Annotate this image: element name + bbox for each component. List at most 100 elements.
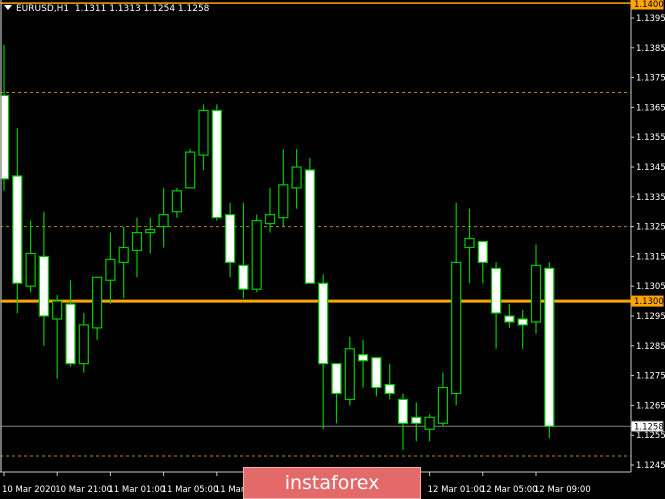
price-tick-label: 1.1365 (636, 103, 665, 113)
price-level-label: 1.1300 (634, 297, 664, 307)
price-tick-label: 1.1295 (636, 312, 665, 322)
candle (344, 336, 355, 406)
candle (145, 217, 156, 254)
bull-candle-body (278, 184, 289, 219)
bull-candle-body (437, 386, 448, 424)
price-tick-label: 1.1245 (636, 461, 665, 471)
bull-candle-body (158, 214, 169, 228)
bull-candle-body (291, 166, 302, 189)
time-tick-label: 10 Mar 2020 (2, 485, 56, 495)
candle (0, 44, 10, 191)
time-tick-label: 11 Mar 05:00 (162, 485, 219, 495)
price-tick-label: 1.1355 (636, 133, 665, 143)
bear-candle-body (65, 303, 76, 365)
bear-candle-body (211, 109, 222, 219)
candle (211, 104, 222, 221)
dropdown-triangle-icon[interactable] (4, 5, 12, 10)
time-tick-label: 11 Mar 01:00 (108, 485, 165, 495)
candle (238, 202, 249, 299)
bear-candle-body (331, 363, 342, 395)
bull-candle-body (530, 264, 542, 323)
candle (544, 262, 555, 439)
bull-candle-body (52, 300, 63, 320)
bear-candle-body (12, 175, 23, 284)
candle (437, 372, 448, 427)
price-tick-label: 1.1275 (636, 372, 665, 382)
bull-candle-body (424, 416, 435, 430)
bear-candle-body (238, 264, 249, 290)
bull-candle-body (25, 252, 36, 287)
bull-candle-body (198, 109, 209, 156)
candle (105, 232, 116, 305)
bull-candle-body (78, 324, 89, 365)
price-tick-label: 1.1375 (636, 74, 665, 84)
candle (225, 202, 236, 278)
candle (38, 211, 50, 346)
bull-candle-body (251, 220, 262, 290)
candle (91, 276, 103, 340)
price-tick-label: 1.1385 (636, 44, 665, 54)
chart-title: EURUSD,H1 1.1311 1.1313 1.1254 1.1258 (4, 4, 209, 14)
bull-candle-body (344, 348, 355, 401)
price-tick-label: 1.1335 (636, 193, 665, 203)
bull-candle-body (264, 214, 276, 225)
candle (52, 295, 63, 379)
time-tick-label: 10 Mar 21:00 (55, 485, 112, 495)
bear-candle-body (318, 282, 329, 365)
time-tick-label: 12 Mar 09:00 (534, 485, 591, 495)
candle (198, 104, 209, 170)
price-tick-label: 1.1265 (636, 401, 665, 411)
price-tick-label: 1.1305 (636, 282, 665, 292)
bear-candle-body (477, 240, 488, 263)
bull-candle-body (171, 190, 182, 213)
candle (504, 304, 515, 328)
price-level-label: 1.1258 (634, 422, 664, 432)
price-level-tag (630, 420, 664, 432)
bear-candle-body (225, 214, 236, 263)
bear-candle-body (358, 354, 369, 362)
bear-candle-body (371, 357, 382, 389)
price-tick-label: 1.1325 (636, 223, 665, 233)
bear-candle-body (384, 383, 395, 395)
candle (424, 414, 435, 442)
time-tick-label: 12 Mar 05:00 (481, 485, 538, 495)
candle (397, 393, 409, 451)
bull-candle-body (145, 228, 156, 234)
candle (477, 240, 488, 284)
price-tick-label: 1.1285 (636, 342, 665, 352)
price-level-tag (630, 295, 664, 307)
candle (291, 149, 302, 209)
candle (118, 226, 129, 299)
candle (411, 402, 422, 442)
bull-candle-body (118, 246, 129, 263)
bear-candle-body (411, 416, 422, 424)
bear-candle-body (504, 315, 515, 323)
bear-candle-body (491, 267, 502, 314)
candle (358, 339, 369, 388)
candle (264, 187, 276, 233)
candle (451, 202, 462, 406)
candle (331, 363, 342, 424)
time-tick-label: 12 Mar 01:00 (428, 485, 485, 495)
bear-candle-body (517, 318, 528, 326)
candle (251, 214, 262, 293)
bear-candle-body (0, 94, 10, 180)
ohlc-readout: 1.1311 1.1313 1.1254 1.1258 (74, 4, 210, 14)
candle (371, 357, 382, 397)
candle (491, 262, 502, 349)
bear-candle-body (38, 255, 50, 317)
price-tick-label: 1.1345 (636, 163, 665, 173)
candle (25, 220, 36, 293)
bull-candle-body (464, 237, 475, 249)
candle (517, 310, 528, 349)
bull-candle-body (105, 258, 116, 281)
candle (131, 217, 143, 278)
candle (304, 158, 315, 284)
candle (530, 244, 542, 334)
price-tick-label: 1.1255 (636, 431, 665, 441)
candle (185, 149, 196, 189)
price-level-tag (630, 0, 664, 10)
bear-candle-body (544, 267, 555, 427)
candle (65, 280, 76, 367)
